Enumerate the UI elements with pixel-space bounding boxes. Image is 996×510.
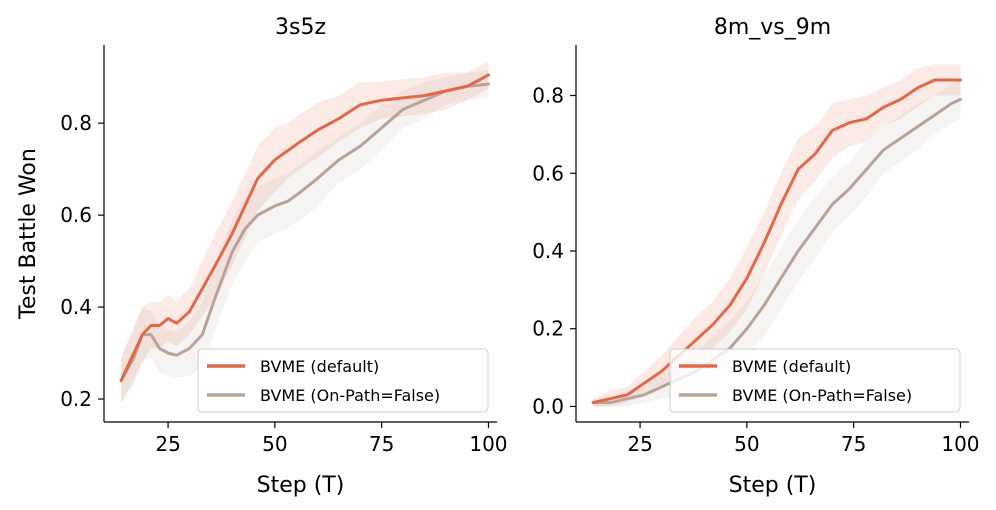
- x-tick-label: 75: [841, 432, 866, 456]
- x-tick-label: 25: [155, 432, 180, 456]
- chart-panel-2: 25 50 75 100 0.0 0.2 0.4 0.6 0.8 8m_vs_9m Step (T)…: [532, 15, 979, 498]
- series-band-1: [593, 64, 961, 407]
- legend: BVME (default) BVME (On-Path=False): [197, 348, 489, 413]
- series-band-2: [121, 70, 489, 404]
- x-axis-label: Step (T): [257, 473, 345, 498]
- x-tick-label: 100: [469, 432, 507, 456]
- chart-title: 3s5z: [275, 15, 326, 40]
- x-tick-label: 25: [627, 432, 652, 456]
- legend-label: BVME (On-Path=False): [260, 386, 440, 405]
- series-line-1: [591, 78, 962, 405]
- y-tick-label: 0.6: [60, 203, 92, 227]
- x-tick-label: 50: [734, 432, 759, 456]
- legend-label: BVME (default): [732, 357, 851, 376]
- legend-box: [197, 348, 489, 413]
- y-tick-label: 0.2: [532, 317, 564, 341]
- legend-label: BVME (default): [260, 357, 379, 376]
- series-line-1: [119, 73, 490, 383]
- y-tick-label: 0.0: [532, 394, 564, 418]
- y-tick-label: 0.2: [60, 387, 92, 411]
- series-line-2: [591, 97, 962, 405]
- legend-label: BVME (On-Path=False): [732, 386, 912, 405]
- x-tick-label: 75: [369, 432, 394, 456]
- y-tick-label: 0.4: [60, 295, 92, 319]
- series-band-1: [121, 61, 489, 404]
- y-tick-label: 0.4: [532, 239, 564, 263]
- y-tick-label: 0.6: [532, 161, 564, 185]
- y-tick-label: 0.8: [532, 84, 564, 108]
- series-band-2: [593, 80, 961, 407]
- x-tick-label: 50: [262, 432, 287, 456]
- y-tick-label: 0.8: [60, 111, 92, 135]
- series-line-2: [119, 82, 490, 383]
- x-axis-label: Step (T): [729, 473, 817, 498]
- x-tick-label: 100: [941, 432, 979, 456]
- legend: BVME (default) BVME (On-Path=False): [669, 348, 961, 413]
- chart-panel-1: 25 50 75 100 0.2 0.4 0.6 0.8 3s5z Step (T) Test Ba…: [16, 15, 508, 498]
- y-axis-label: Test Battle Won: [16, 148, 41, 320]
- legend-box: [669, 348, 961, 413]
- chart-title: 8m_vs_9m: [714, 15, 831, 40]
